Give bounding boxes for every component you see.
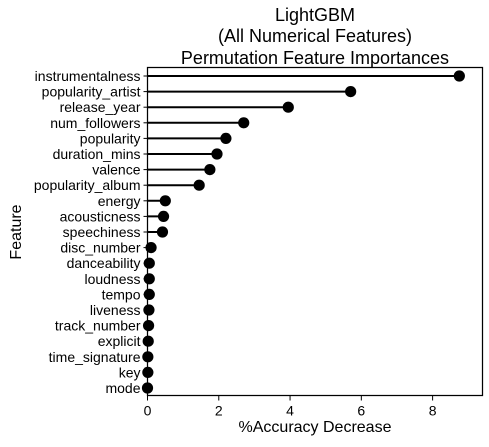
y-tick-label-speechiness: speechiness (63, 224, 141, 240)
marker-energy (160, 195, 171, 206)
marker-duration_mins (211, 148, 222, 159)
marker-acousticness (158, 211, 169, 222)
x-axis-label: %Accuracy Decrease (239, 419, 392, 436)
y-axis-label: Feature (8, 204, 25, 259)
y-tick-label-track_number: track_number (55, 318, 141, 334)
y-tick-label-energy: energy (98, 193, 141, 209)
y-tick-label-valence: valence (92, 162, 140, 178)
y-tick-label-explicit: explicit (98, 333, 141, 349)
title-line-3: Permutation Feature Importances (181, 48, 449, 68)
y-tick-label-release_year: release_year (60, 99, 141, 115)
marker-instrumentalness (454, 70, 465, 81)
chart-title: LightGBM (All Numerical Features) Permut… (181, 5, 449, 68)
y-tick-label-time_signature: time_signature (49, 349, 141, 365)
y-tick-label-disc_number: disc_number (60, 240, 140, 256)
y-tick-label-instrumentalness: instrumentalness (35, 68, 141, 84)
x-tick-label-6: 6 (357, 403, 365, 419)
y-tick-label-num_followers: num_followers (50, 115, 140, 131)
marker-release_year (283, 102, 294, 113)
y-tick-label-popularity: popularity (80, 130, 141, 146)
x-tick-label-8: 8 (429, 403, 437, 419)
y-axis-ticks: instrumentalnesspopularity_artistrelease… (34, 68, 148, 396)
marker-num_followers (238, 117, 249, 128)
marker-popularity_album (194, 180, 205, 191)
marker-popularity_artist (345, 86, 356, 97)
stems-layer (148, 76, 460, 388)
x-tick-label-4: 4 (286, 403, 294, 419)
plot-area-frame (148, 68, 483, 396)
title-line-1: LightGBM (275, 5, 355, 25)
y-tick-label-tempo: tempo (102, 286, 141, 302)
y-tick-label-liveness: liveness (90, 302, 141, 318)
x-tick-label-0: 0 (144, 403, 152, 419)
title-line-2: (All Numerical Features) (218, 26, 412, 46)
y-tick-label-popularity_album: popularity_album (34, 177, 141, 193)
y-tick-label-mode: mode (105, 380, 140, 396)
y-tick-label-danceability: danceability (67, 255, 141, 271)
x-axis-ticks: 0 2 4 6 8 (144, 396, 437, 419)
y-tick-label-loudness: loudness (84, 271, 140, 287)
y-tick-label-key: key (119, 364, 141, 380)
y-tick-label-acousticness: acousticness (60, 208, 141, 224)
marker-popularity (220, 133, 231, 144)
markers-layer (142, 70, 465, 393)
y-tick-label-popularity_artist: popularity_artist (42, 84, 141, 100)
x-tick-label-2: 2 (215, 403, 223, 419)
y-tick-label-duration_mins: duration_mins (53, 146, 141, 162)
marker-valence (204, 164, 215, 175)
marker-speechiness (157, 226, 168, 237)
